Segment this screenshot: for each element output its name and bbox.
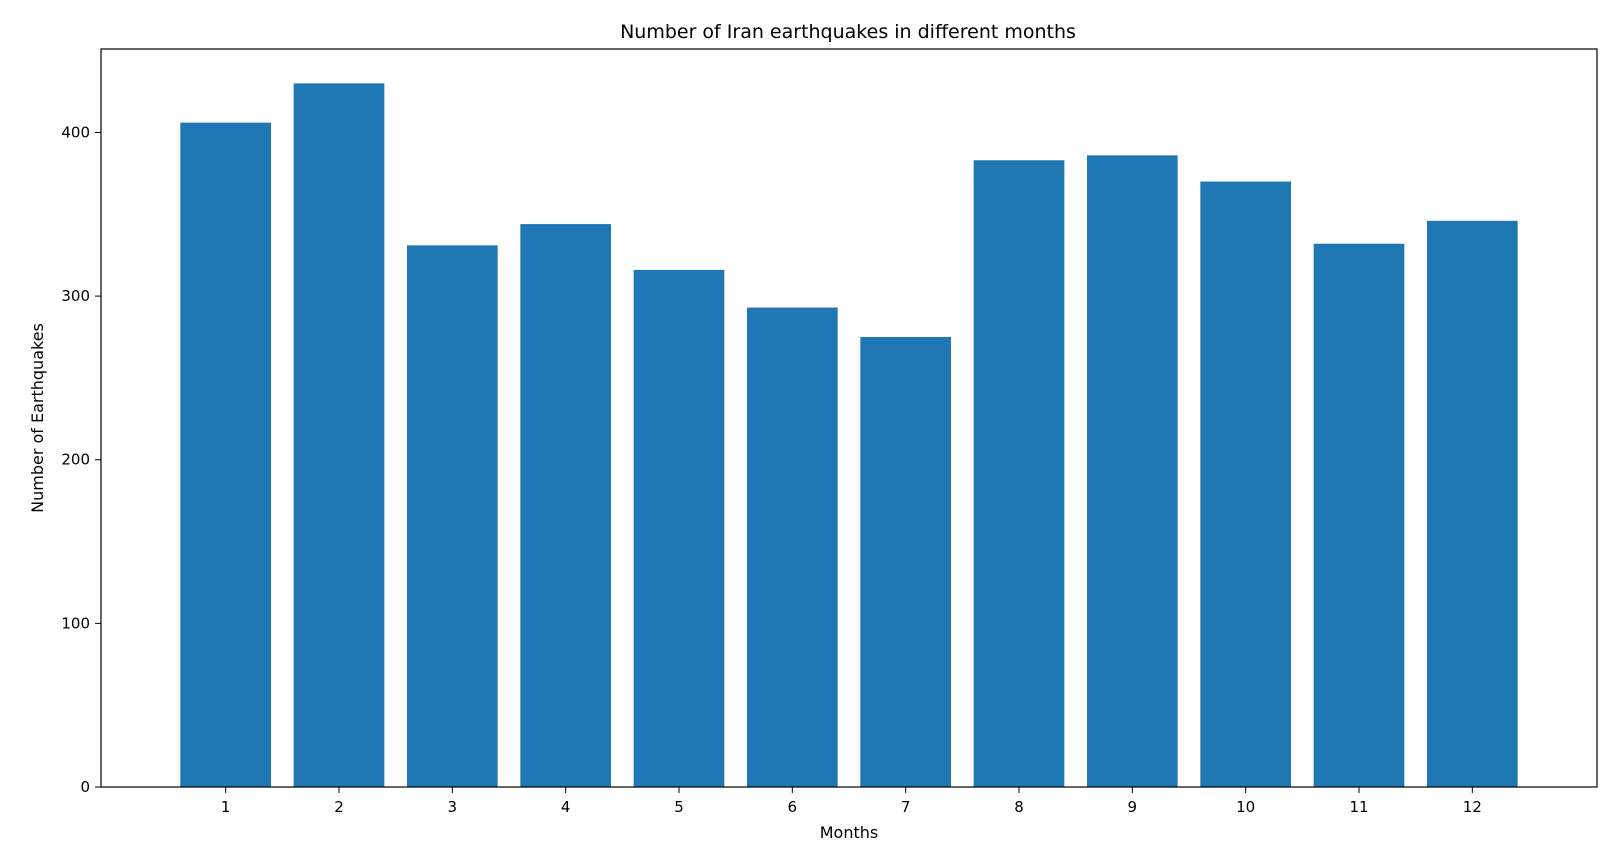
bar-month-8 (973, 160, 1065, 788)
x-tick-label: 11 (1349, 798, 1368, 816)
x-tick-label: 9 (1128, 798, 1138, 816)
bar-month-1 (180, 122, 271, 788)
x-axis: 1 2 3 4 5 6 7 8 9 10 11 12 (221, 787, 1482, 816)
bar-month-12 (1427, 220, 1518, 787)
y-axis: 0 100 200 300 400 (61, 123, 101, 796)
y-tick-label: 400 (61, 123, 90, 141)
x-tick-label: 3 (448, 798, 458, 816)
y-axis-label: Number of Earthquakes (28, 323, 47, 513)
bar-month-10 (1200, 181, 1291, 787)
bar-month-11 (1313, 243, 1405, 787)
x-tick-label: 8 (1014, 798, 1024, 816)
x-tick-label: 1 (221, 798, 231, 816)
bar-month-6 (747, 307, 838, 787)
bar-month-9 (1087, 155, 1178, 787)
plot-frame (100, 48, 1598, 788)
x-tick-label: 10 (1236, 798, 1255, 816)
bars-group (180, 83, 1518, 788)
y-tick-label: 200 (61, 451, 90, 469)
x-tick-label: 12 (1463, 798, 1482, 816)
x-tick-label: 7 (901, 798, 911, 816)
bar-month-4 (520, 224, 611, 787)
x-axis-label: Months (820, 823, 878, 842)
bar-month-5 (633, 269, 725, 788)
bar-month-3 (407, 245, 498, 787)
x-tick-label: 4 (561, 798, 571, 816)
bar-month-7 (860, 337, 951, 787)
chart-title: Number of Iran earthquakes in different … (620, 21, 1076, 43)
x-tick-label: 6 (788, 798, 798, 816)
y-tick-label: 100 (61, 614, 90, 632)
x-tick-label: 5 (674, 798, 684, 816)
x-tick-label: 2 (334, 798, 344, 816)
y-tick-label: 0 (80, 778, 90, 796)
y-tick-label: 300 (61, 287, 90, 305)
bar-month-2 (293, 83, 385, 787)
